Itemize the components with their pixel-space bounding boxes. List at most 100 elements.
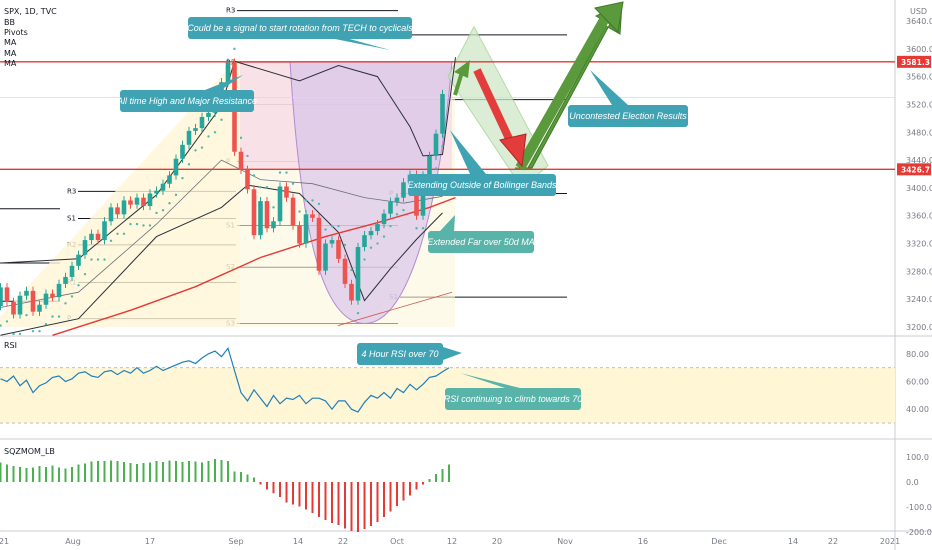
currency-label: USD: [910, 7, 927, 16]
sar-dot: [252, 174, 256, 177]
momentum-bar: [324, 482, 327, 520]
sar-dot: [57, 315, 61, 318]
callout-rsi4h-pointer: [443, 347, 462, 360]
indicator-label-bb[interactable]: BB: [4, 18, 15, 27]
sar-dot: [369, 246, 373, 249]
momentum-bar: [344, 482, 346, 529]
date-tick-label: 16: [638, 537, 648, 546]
momentum-bar: [266, 482, 268, 490]
candle-body: [128, 200, 133, 205]
sar-dot: [298, 210, 301, 213]
candle-body: [108, 207, 114, 222]
sar-dot: [304, 199, 308, 202]
momentum-bar: [162, 462, 164, 482]
momentum-bar: [253, 477, 255, 482]
sar-dot: [441, 144, 444, 148]
momentum-bar: [409, 482, 411, 496]
indicator-label-ma[interactable]: MA: [4, 59, 17, 68]
candle-body: [381, 213, 387, 225]
momentum-bar: [350, 482, 353, 531]
sar-dot: [135, 222, 139, 226]
callout-rotation-pointer: [330, 38, 390, 50]
sar-dot: [389, 224, 392, 228]
candle-body: [0, 287, 3, 307]
candle-body: [24, 290, 29, 296]
momentum-bar: [279, 482, 281, 497]
sar-dot: [44, 323, 48, 326]
momentum-bar: [188, 461, 190, 482]
date-tick-label: Dec: [711, 537, 726, 546]
resistance-price-badge-bg: [897, 55, 931, 68]
sar-dot: [207, 135, 210, 138]
price-tick-label: 3440.0: [906, 156, 932, 165]
candle-body: [329, 240, 335, 244]
momentum-bar: [51, 465, 54, 482]
price-tick-label: 3480.0: [906, 128, 932, 137]
momentum-bar: [129, 463, 132, 482]
momentum-bar: [25, 468, 28, 482]
candle-body: [89, 233, 94, 241]
rising-wedge-fill: [0, 55, 240, 327]
callout-ath-pointer: [205, 75, 243, 90]
date-tick-label: Oct: [390, 537, 404, 546]
sar-dot: [31, 329, 35, 333]
candle-body: [69, 265, 75, 277]
candle-body: [147, 193, 153, 206]
sar-dot: [38, 329, 41, 333]
momentum-bar: [435, 474, 437, 482]
callout-bollinger: Extending Outside of Bollinger Bands: [407, 180, 557, 190]
sar-dot: [161, 208, 165, 212]
sar-dot: [337, 224, 340, 228]
sar-dot: [285, 171, 288, 174]
rsi-pane-label[interactable]: RSI: [4, 341, 17, 350]
support-price-badge: 3426.7: [901, 165, 930, 174]
date-tick-label: 2021: [880, 537, 900, 546]
candle-body: [50, 293, 55, 298]
sar-dot: [12, 332, 15, 336]
candle-body: [141, 197, 146, 206]
candle-body: [310, 214, 315, 218]
callout-bollinger-box: [408, 174, 556, 196]
candle-body: [43, 293, 49, 305]
momentum-pane-label[interactable]: SQZMOM_LB: [4, 447, 55, 456]
rsi-pane[interactable]: 80.00 60.00 40.00: [0, 347, 929, 424]
candle-body: [368, 231, 374, 236]
date-tick-label: 22: [828, 537, 838, 546]
bollinger-lower-band: [0, 184, 443, 336]
candle-body: [316, 217, 322, 271]
candle-body: [303, 214, 309, 244]
indicator-label-ma[interactable]: MA: [4, 49, 17, 58]
callout-election-pointer: [590, 70, 628, 105]
momentum-bar: [168, 460, 171, 482]
arrow-down-head: [499, 133, 527, 168]
momentum-bar: [233, 471, 236, 482]
price-tick-label: 3560.0: [906, 73, 932, 82]
sar-dot: [265, 186, 269, 189]
momentum-bar: [6, 464, 8, 482]
symbol-title: SPX, 1D, TVC: [4, 7, 57, 16]
sar-dot: [187, 163, 191, 166]
indicator-label-ma[interactable]: MA: [4, 38, 17, 47]
sar-dot: [109, 239, 113, 242]
momentum-pane[interactable]: 100.0 0.0 -100.0 -200.0: [0, 453, 932, 537]
candle-body: [225, 62, 231, 83]
candle-body: [121, 200, 127, 215]
momentum-bar: [292, 482, 294, 505]
momentum-bar: [110, 460, 112, 482]
candle-body: [355, 247, 361, 301]
momentum-bar: [389, 482, 392, 512]
sar-dot: [25, 313, 28, 317]
price-tick-label: 3640.0: [906, 17, 932, 26]
indicator-label-pivots[interactable]: Pivots: [4, 28, 28, 37]
momentum-bar: [363, 482, 366, 529]
momentum-bar: [331, 482, 333, 523]
callout-rsi-climb-pointer: [460, 373, 520, 388]
date-tick-label: 22: [338, 537, 348, 546]
candle-body: [362, 235, 367, 248]
cup-fill: [290, 61, 452, 324]
candle-body: [206, 112, 211, 117]
sar-dot: [5, 320, 9, 323]
candle-body: [394, 197, 400, 202]
sar-dot: [174, 193, 178, 197]
